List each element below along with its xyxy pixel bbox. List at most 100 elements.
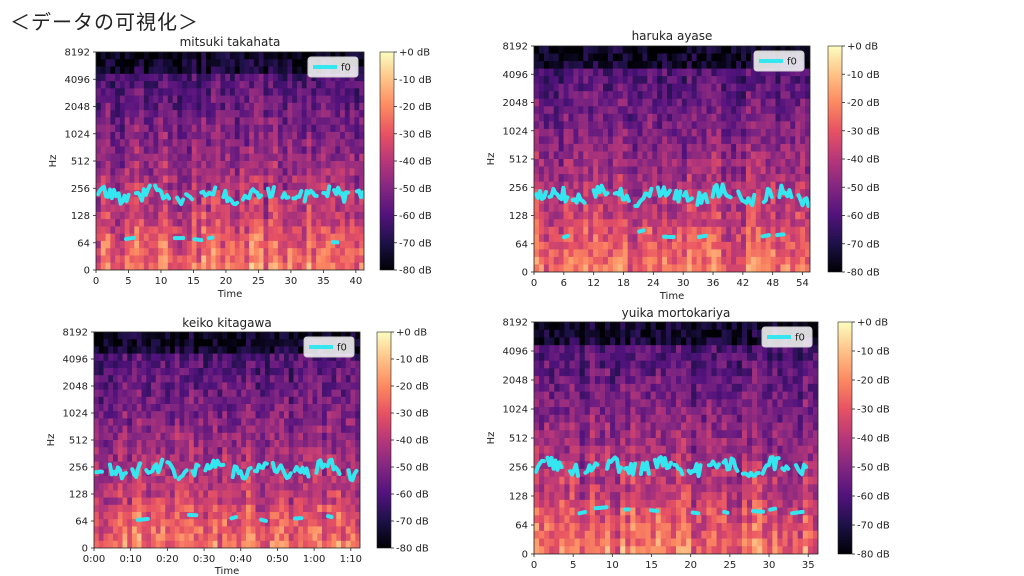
- y-tick-label: 1024: [503, 405, 528, 416]
- y-tick-label: 0: [522, 550, 528, 561]
- x-tick-label: 54: [796, 278, 809, 289]
- colorbar-tick-label: -30 dB: [857, 405, 890, 416]
- colorbar-tick-label: -10 dB: [847, 70, 880, 81]
- legend: f0: [307, 56, 359, 78]
- y-tick-label: 8192: [503, 42, 528, 53]
- colorbar-tick-label: +0 dB: [847, 42, 878, 53]
- y-axis-label: Hz: [46, 434, 57, 447]
- colorbar: [376, 331, 392, 549]
- x-tick-label: 18: [617, 278, 630, 289]
- x-tick-label: 0: [93, 276, 99, 287]
- x-tick-label: 35: [802, 560, 815, 571]
- legend: f0: [753, 50, 805, 72]
- colorbar-tick-label: -40 dB: [857, 434, 890, 445]
- y-tick-label: 0: [522, 268, 528, 279]
- legend-label: f0: [337, 343, 347, 354]
- y-tick-label: 512: [509, 155, 528, 166]
- colorbar-tick-label: -40 dB: [399, 157, 432, 168]
- x-axis-label: Time: [659, 291, 684, 302]
- colorbar-tick-label: -40 dB: [396, 436, 429, 447]
- colorbar-tick-label: -30 dB: [396, 409, 429, 420]
- x-tick-label: 36: [707, 278, 720, 289]
- y-tick-label: 256: [71, 184, 90, 195]
- y-tick-label: 1024: [65, 129, 90, 140]
- x-tick-label: 30: [763, 560, 776, 571]
- colorbar-tick-label: -70 dB: [847, 239, 880, 250]
- x-tick-label: 0:50: [266, 554, 288, 565]
- y-tick-label: 4096: [503, 70, 528, 81]
- x-tick-label: 20: [684, 560, 697, 571]
- spectrogram-panel-4: 0 64 128 256 512 1024 2048 4096 8192 0 5 10 15 20 25 30…: [486, 306, 890, 571]
- spectrogram-image: [96, 52, 364, 270]
- colorbar-tick-label: -50 dB: [396, 463, 429, 474]
- y-tick-label: 256: [509, 463, 528, 474]
- y-tick-label: 1024: [63, 409, 88, 420]
- x-tick-label: 6: [561, 278, 567, 289]
- legend: f0: [761, 326, 813, 348]
- spectrogram-image: [534, 46, 810, 272]
- colorbar: [827, 45, 843, 273]
- x-tick-label: 1:00: [303, 554, 325, 565]
- colorbar-tick-label: +0 dB: [399, 48, 430, 59]
- colorbar-tick-label: -80 dB: [847, 268, 880, 279]
- colorbar-tick-label: -50 dB: [857, 463, 890, 474]
- spectrogram-image: [94, 332, 360, 548]
- x-tick-label: 10: [155, 276, 168, 287]
- slide-title: ＜データの可視化＞: [10, 10, 199, 34]
- colorbar-tick-label: -60 dB: [857, 492, 890, 503]
- x-axis-label: Time: [214, 566, 239, 576]
- x-tick-label: 0:40: [230, 554, 252, 565]
- colorbar-tick-label: -70 dB: [399, 238, 432, 249]
- x-tick-label: 1:10: [340, 554, 362, 565]
- x-tick-label: 15: [645, 560, 658, 571]
- y-tick-label: 128: [69, 490, 88, 501]
- y-tick-label: 512: [71, 157, 90, 168]
- legend-label: f0: [795, 333, 805, 344]
- x-tick-label: 12: [587, 278, 600, 289]
- x-axis-label: Time: [217, 289, 242, 300]
- x-tick-label: 48: [766, 278, 779, 289]
- y-tick-label: 2048: [63, 382, 88, 393]
- colorbar-tick-label: -20 dB: [399, 102, 432, 113]
- x-tick-label: 5: [570, 560, 576, 571]
- colorbar-tick-label: -10 dB: [396, 355, 429, 366]
- y-tick-label: 512: [509, 434, 528, 445]
- legend-label: f0: [787, 57, 797, 68]
- x-tick-label: 25: [252, 276, 265, 287]
- y-tick-label: 128: [509, 492, 528, 503]
- spectrogram-panel-2: 0 64 128 256 512 1024 2048 4096 8192 0 6 12 18 24 30 36…: [486, 29, 880, 302]
- spectrogram-image: [534, 322, 818, 554]
- y-tick-label: 0: [82, 544, 88, 555]
- chart-title: yuika mortokariya: [622, 306, 731, 320]
- x-tick-label: 30: [677, 278, 690, 289]
- chart-title: mitsuki takahata: [180, 35, 281, 49]
- colorbar-tick-label: -80 dB: [399, 266, 432, 277]
- colorbar-tick-label: -70 dB: [857, 521, 890, 532]
- y-axis-label: Hz: [48, 155, 59, 168]
- y-tick-label: 8192: [63, 328, 88, 339]
- colorbar-tick-label: -80 dB: [857, 550, 890, 561]
- colorbar-tick-label: -60 dB: [847, 211, 880, 222]
- colorbar-tick-label: -10 dB: [857, 347, 890, 358]
- colorbar-tick-label: -40 dB: [847, 155, 880, 166]
- spectrogram-panel-1: 0 64 128 256 512 1024 2048 4096 8192 0 5 10 15 20 25 30…: [48, 35, 432, 300]
- colorbar-tick-label: -60 dB: [396, 490, 429, 501]
- spectrogram-panel-3: 0 64 128 256 512 1024 2048 4096 8192 0:00 0:10 0:20…: [46, 316, 429, 576]
- y-tick-label: 8192: [65, 48, 90, 59]
- x-tick-label: 35: [317, 276, 330, 287]
- x-tick-label: 0:10: [119, 554, 141, 565]
- y-axis-label: Hz: [486, 432, 497, 445]
- x-tick-label: 42: [736, 278, 749, 289]
- y-tick-label: 4096: [63, 355, 88, 366]
- colorbar-tick-label: -50 dB: [847, 183, 880, 194]
- x-tick-label: 0: [531, 560, 537, 571]
- legend: f0: [303, 336, 355, 358]
- y-tick-label: 64: [75, 517, 88, 528]
- colorbar: [837, 321, 853, 555]
- y-tick-label: 64: [77, 238, 90, 249]
- x-tick-label: 10: [606, 560, 619, 571]
- colorbar-tick-label: -70 dB: [396, 517, 429, 528]
- legend-label: f0: [341, 63, 351, 74]
- chart-title: keiko kitagawa: [182, 316, 271, 330]
